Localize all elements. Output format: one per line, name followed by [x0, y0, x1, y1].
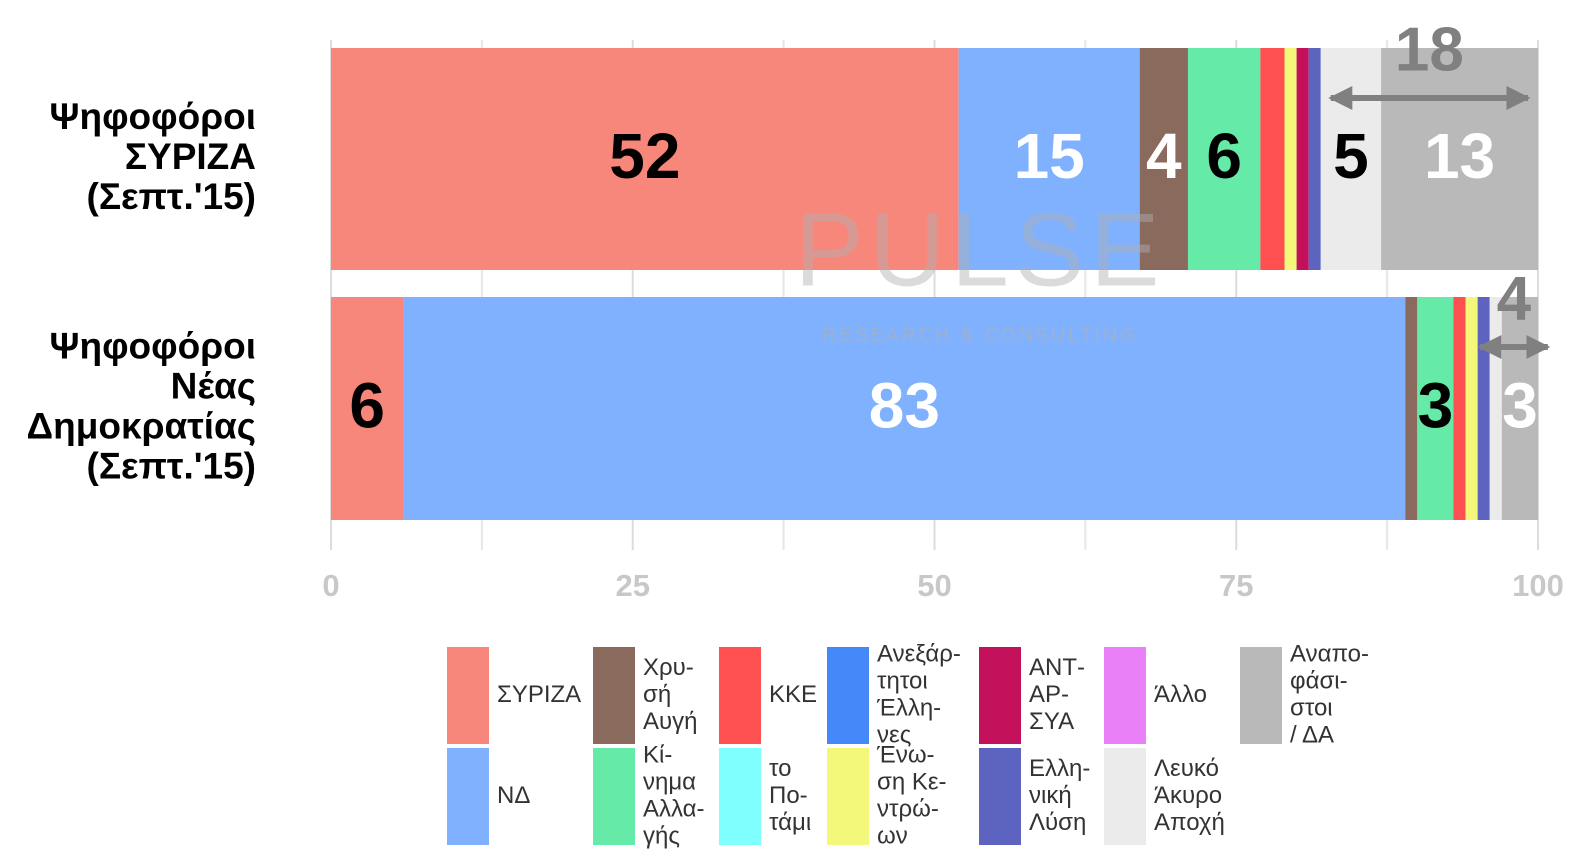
category-label: (Σεπτ.'15): [87, 176, 256, 217]
category-label: Νέας: [171, 365, 256, 406]
legend-label: ΝΔ: [497, 782, 530, 809]
legend-label: τάμι: [769, 809, 811, 836]
legend-swatch: [1240, 647, 1282, 744]
bar-segment: [1284, 48, 1297, 270]
legend-label: ση Κε-: [877, 768, 947, 795]
legend-label: το: [769, 755, 792, 782]
legend-label: γής: [643, 822, 680, 849]
bar-segment: [1139, 48, 1188, 270]
watermark-sub: RESEARCH & CONSULTING: [823, 325, 1138, 346]
bar-segment: [1320, 48, 1382, 270]
legend-label: ΣΥΑ: [1029, 708, 1074, 735]
bar-segment: [1465, 297, 1478, 520]
bar-segment: [1260, 48, 1285, 270]
legend-label: ΑΡ-: [1029, 681, 1069, 708]
legend-label: σή: [643, 681, 671, 708]
legend-label: Ελλη-: [1029, 755, 1090, 782]
legend-swatch: [447, 748, 489, 845]
bar-segment: [1405, 297, 1418, 520]
data-label: 13: [1424, 120, 1495, 192]
legend-label: Άλλο: [1154, 681, 1207, 708]
data-label: 5: [1333, 120, 1369, 192]
data-label: 3: [1502, 369, 1538, 441]
legend-label: ΚΚΕ: [769, 681, 817, 708]
bar-segment: [331, 48, 959, 270]
data-label: 52: [609, 120, 680, 192]
data-label: 15: [1014, 120, 1085, 192]
data-label: 6: [1206, 120, 1242, 192]
legend-label: Κί-: [643, 741, 672, 768]
bar-segment: [1417, 297, 1454, 520]
bar-segment: [1308, 48, 1321, 270]
legend-label: στοι: [1290, 694, 1333, 721]
category-label: Ψηφοφόροι: [50, 96, 256, 137]
bar-segment: [1453, 297, 1466, 520]
bar-segment: [1381, 48, 1538, 270]
legend-swatch: [447, 647, 489, 744]
legend-label: Λύση: [1029, 809, 1086, 836]
bar-segment: [1296, 48, 1309, 270]
legend-label: ΑΝΤ-: [1029, 654, 1085, 681]
legend-swatch: [593, 748, 635, 845]
legend-label: ων: [877, 822, 908, 849]
legend-label: Άκυρο: [1154, 782, 1222, 809]
legend-swatch: [1104, 748, 1146, 845]
watermark: PULSE: [794, 192, 1165, 308]
legend-label: Αυγή: [643, 708, 697, 735]
legend-swatch: [1104, 647, 1146, 744]
x-tick-label: 100: [1512, 568, 1564, 603]
category-label: ΣΥΡΙΖΑ: [125, 136, 256, 177]
legend-label: Έλλη-: [876, 694, 941, 721]
legend-label: Πο-: [769, 782, 808, 809]
legend-label: Αποχή: [1154, 809, 1225, 836]
category-label: (Σεπτ.'15): [87, 445, 256, 486]
legend-swatch: [593, 647, 635, 744]
legend-label: Ένω-: [876, 741, 935, 768]
legend-label: νημα: [643, 768, 696, 795]
bar-segment: [1501, 297, 1538, 520]
bracket-label: 4: [1497, 264, 1532, 333]
legend-label: φάσι-: [1290, 667, 1348, 694]
bar-segment: [1187, 48, 1261, 270]
category-label: Ψηφοφόροι: [50, 325, 256, 366]
x-tick-label: 25: [616, 568, 650, 603]
legend-label: Ανεξάρ-: [877, 640, 961, 667]
x-tick-label: 50: [917, 568, 951, 603]
data-label: 4: [1146, 120, 1182, 192]
legend-label: / ΔΑ: [1290, 721, 1334, 748]
legend-label: τητοι: [877, 667, 928, 694]
legend-label: Αλλα-: [643, 795, 705, 822]
data-label: 83: [869, 369, 940, 441]
bracket-label: 18: [1395, 15, 1464, 84]
legend-label: Χρυ-: [643, 654, 694, 681]
legend-swatch: [719, 748, 761, 845]
x-tick-label: 0: [322, 568, 339, 603]
category-label: Δημοκρατίας: [27, 405, 256, 446]
legend-label: νες: [877, 721, 911, 748]
legend-swatch: [979, 748, 1021, 845]
legend-swatch: [827, 748, 869, 845]
bar-segment: [331, 297, 404, 520]
legend-swatch: [719, 647, 761, 744]
data-label: 3: [1418, 369, 1454, 441]
legend-label: Λευκό: [1154, 755, 1219, 782]
legend-label: Αναπο-: [1290, 640, 1369, 667]
bar-segment: [958, 48, 1140, 270]
legend-swatch: [979, 647, 1021, 744]
legend-label: ντρώ-: [877, 795, 939, 822]
legend-label: νική: [1029, 782, 1072, 809]
legend-label: ΣΥΡΙΖΑ: [497, 681, 581, 708]
x-tick-label: 75: [1219, 568, 1253, 603]
bar-segment: [403, 297, 1406, 520]
bar-segment: [1477, 297, 1490, 520]
legend-swatch: [827, 647, 869, 744]
data-label: 6: [349, 369, 385, 441]
